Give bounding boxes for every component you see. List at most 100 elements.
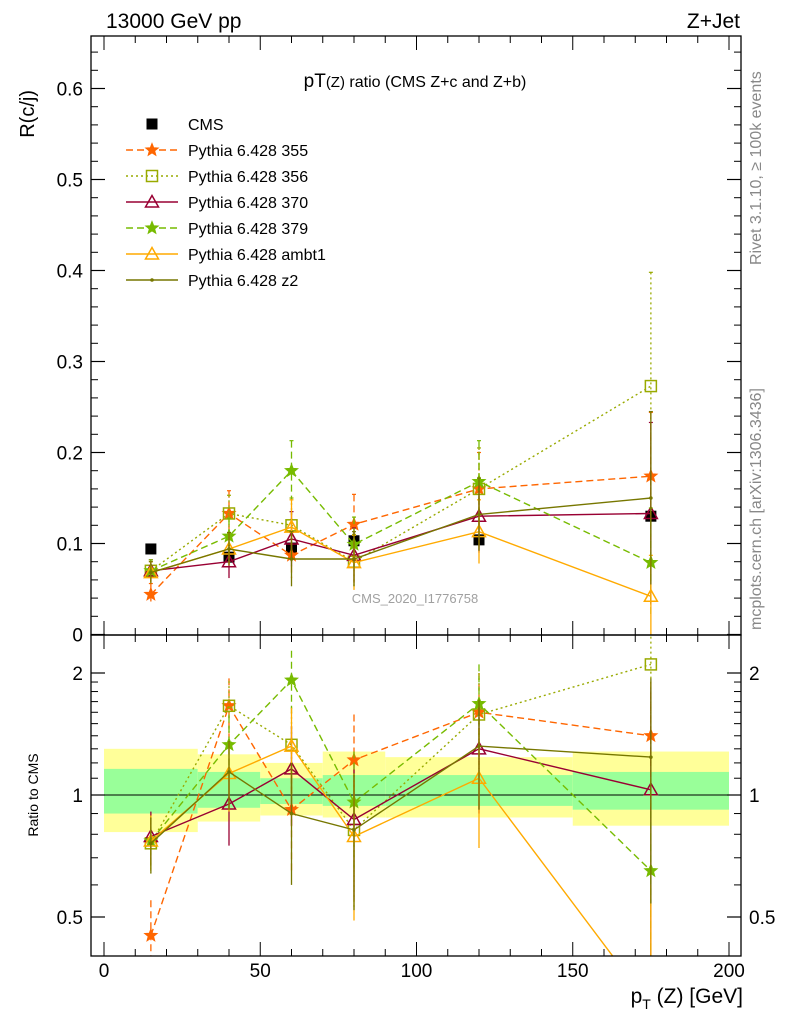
energy-label: 13000 GeV pp (106, 10, 241, 33)
series-2 (144, 271, 658, 589)
series-3-point (221, 553, 237, 568)
legend-label: Pythia 6.428 z2 (188, 273, 298, 290)
series-6-point (477, 512, 481, 517)
series-6-point (289, 557, 294, 561)
ratio-plot-area (143, 635, 659, 956)
title-main: pT (304, 71, 327, 92)
ratio-series-5-point (149, 841, 153, 846)
ratio-y-tick-label: 1 (72, 786, 83, 807)
series-2-line (150, 385, 652, 572)
series-6-line (150, 497, 651, 574)
chart-title: pT(Z) ratio (CMS Z+c and Z+b) (304, 71, 527, 92)
ratio-series-5-point (477, 744, 481, 748)
series-6-point (649, 496, 653, 500)
legend-marker (145, 169, 159, 183)
y-tick-label: 0.2 (57, 444, 83, 465)
series-1-point (143, 586, 159, 601)
main-panel: 0 0.1 0.2 0.3 0.4 0.5 0.6 pT(Z) ratio (CMS Z+c… (17, 35, 742, 647)
ratio-panel: 0.5 0.5 1 1 2 2 0 50 100 150 200 Ratio to CMS pT (… (25, 634, 775, 1012)
ratio-y-axis-label: Ratio to CMS (25, 753, 41, 836)
ratio-series-5-line (150, 745, 651, 844)
series-6-point (227, 547, 231, 551)
ratio-series-1-point (222, 699, 236, 713)
ratio-series-0 (143, 673, 659, 956)
mcplots-label: mcplots.cern.ch [arXiv:1306.3436] (748, 388, 765, 630)
ratio-axes: 0.5 0.5 1 1 2 2 0 50 100 150 200 (57, 634, 775, 982)
series-1-line (150, 475, 651, 595)
y-tick-label: 0.3 (57, 353, 83, 374)
legend: CMS Pythia 6.428 355 Pythia 6.428 356 Pythi… (126, 117, 326, 290)
x-axis-label: pT (Z) [GeV] (631, 985, 743, 1012)
main-axes: 0 0.1 0.2 0.3 0.4 0.5 0.6 (57, 35, 742, 647)
ratio-series-2 (143, 688, 659, 956)
legend-entry: Pythia 6.428 379 (126, 220, 308, 238)
x-tick-label: 200 (713, 961, 745, 982)
series-3 (143, 421, 659, 605)
ratio-y-tick-label-right: 2 (749, 664, 760, 685)
legend-label: Pythia 6.428 355 (188, 143, 308, 160)
series-0-point (145, 543, 157, 555)
ratio-series-5 (149, 678, 653, 911)
ratio-series-5-point (649, 755, 653, 759)
series-6 (148, 410, 653, 587)
series-1 (143, 411, 659, 606)
legend-entry: Pythia 6.428 356 (126, 169, 308, 186)
legend-marker (146, 118, 158, 130)
process-label: Z+Jet (687, 10, 740, 33)
legend-label: Pythia 6.428 379 (188, 221, 308, 238)
ratio-series-0-point (143, 927, 159, 942)
ratio-series-5-point (227, 770, 231, 774)
x-tick-label: 150 (557, 961, 589, 982)
title-sub: (Z) (326, 74, 345, 91)
x-tick-label: 0 (99, 961, 110, 982)
xlabel-sub: T (642, 996, 651, 1012)
ratio-series-0-line (150, 704, 651, 936)
series-6-point (149, 570, 153, 575)
y-axis-label: R(c/j) (17, 90, 39, 138)
series-6-point (352, 557, 356, 561)
legend-label: Pythia 6.428 ambt1 (188, 247, 326, 264)
xlabel-main: p (631, 985, 643, 1008)
legend-marker (144, 193, 160, 208)
x-tick-label: 100 (401, 961, 433, 982)
y-tick-label: 0 (72, 626, 83, 647)
main-plot-area (143, 271, 659, 635)
ratio-y-tick-label: 0.5 (57, 908, 83, 929)
ratio-series-2-line (150, 748, 652, 838)
ratio-series-5-point (352, 828, 356, 832)
ratio-series-3-line (150, 679, 652, 872)
legend-entry: CMS (146, 117, 224, 134)
ratio-series-1-point (644, 658, 658, 671)
legend-label: Pythia 6.428 370 (188, 195, 308, 212)
ratio-series-4-point (283, 738, 300, 752)
y-tick-label: 0.4 (57, 262, 84, 283)
rivet-label: Rivet 3.1.10, ≥ 100k events (748, 71, 765, 265)
ratio-series-5-point (289, 811, 294, 816)
ratio-series-0-point (221, 697, 237, 713)
x-tick-label: 50 (250, 961, 271, 982)
y-tick-label: 0.6 (57, 80, 83, 101)
uncertainty-bands (91, 748, 741, 833)
xlabel-rest: (Z) [GeV] (651, 985, 743, 1008)
ratio-series-4-line (150, 745, 614, 956)
series-4-line (150, 469, 652, 572)
legend-label: Pythia 6.428 356 (188, 169, 308, 186)
ratio-series-3 (143, 650, 659, 956)
series-2-point (644, 379, 658, 393)
analysis-id-label: CMS_2020_I1776758 (352, 591, 479, 606)
legend-entry: Pythia 6.428 z2 (126, 273, 298, 290)
legend-label: CMS (188, 117, 224, 134)
y-tick-label: 0.1 (57, 535, 83, 556)
legend-entry: Pythia 6.428 ambt1 (126, 245, 326, 264)
legend-marker (144, 220, 160, 235)
y-tick-label: 0.5 (57, 171, 83, 192)
series-4-point (284, 462, 299, 478)
legend-marker (150, 278, 154, 282)
ratio-series-3-point (284, 672, 299, 687)
series-3-line (150, 512, 651, 572)
stat-uncertainty-band (104, 768, 198, 814)
series-0 (145, 510, 657, 563)
legend-entry: Pythia 6.428 355 (126, 142, 308, 160)
ratio-y-tick-label: 2 (72, 664, 83, 685)
